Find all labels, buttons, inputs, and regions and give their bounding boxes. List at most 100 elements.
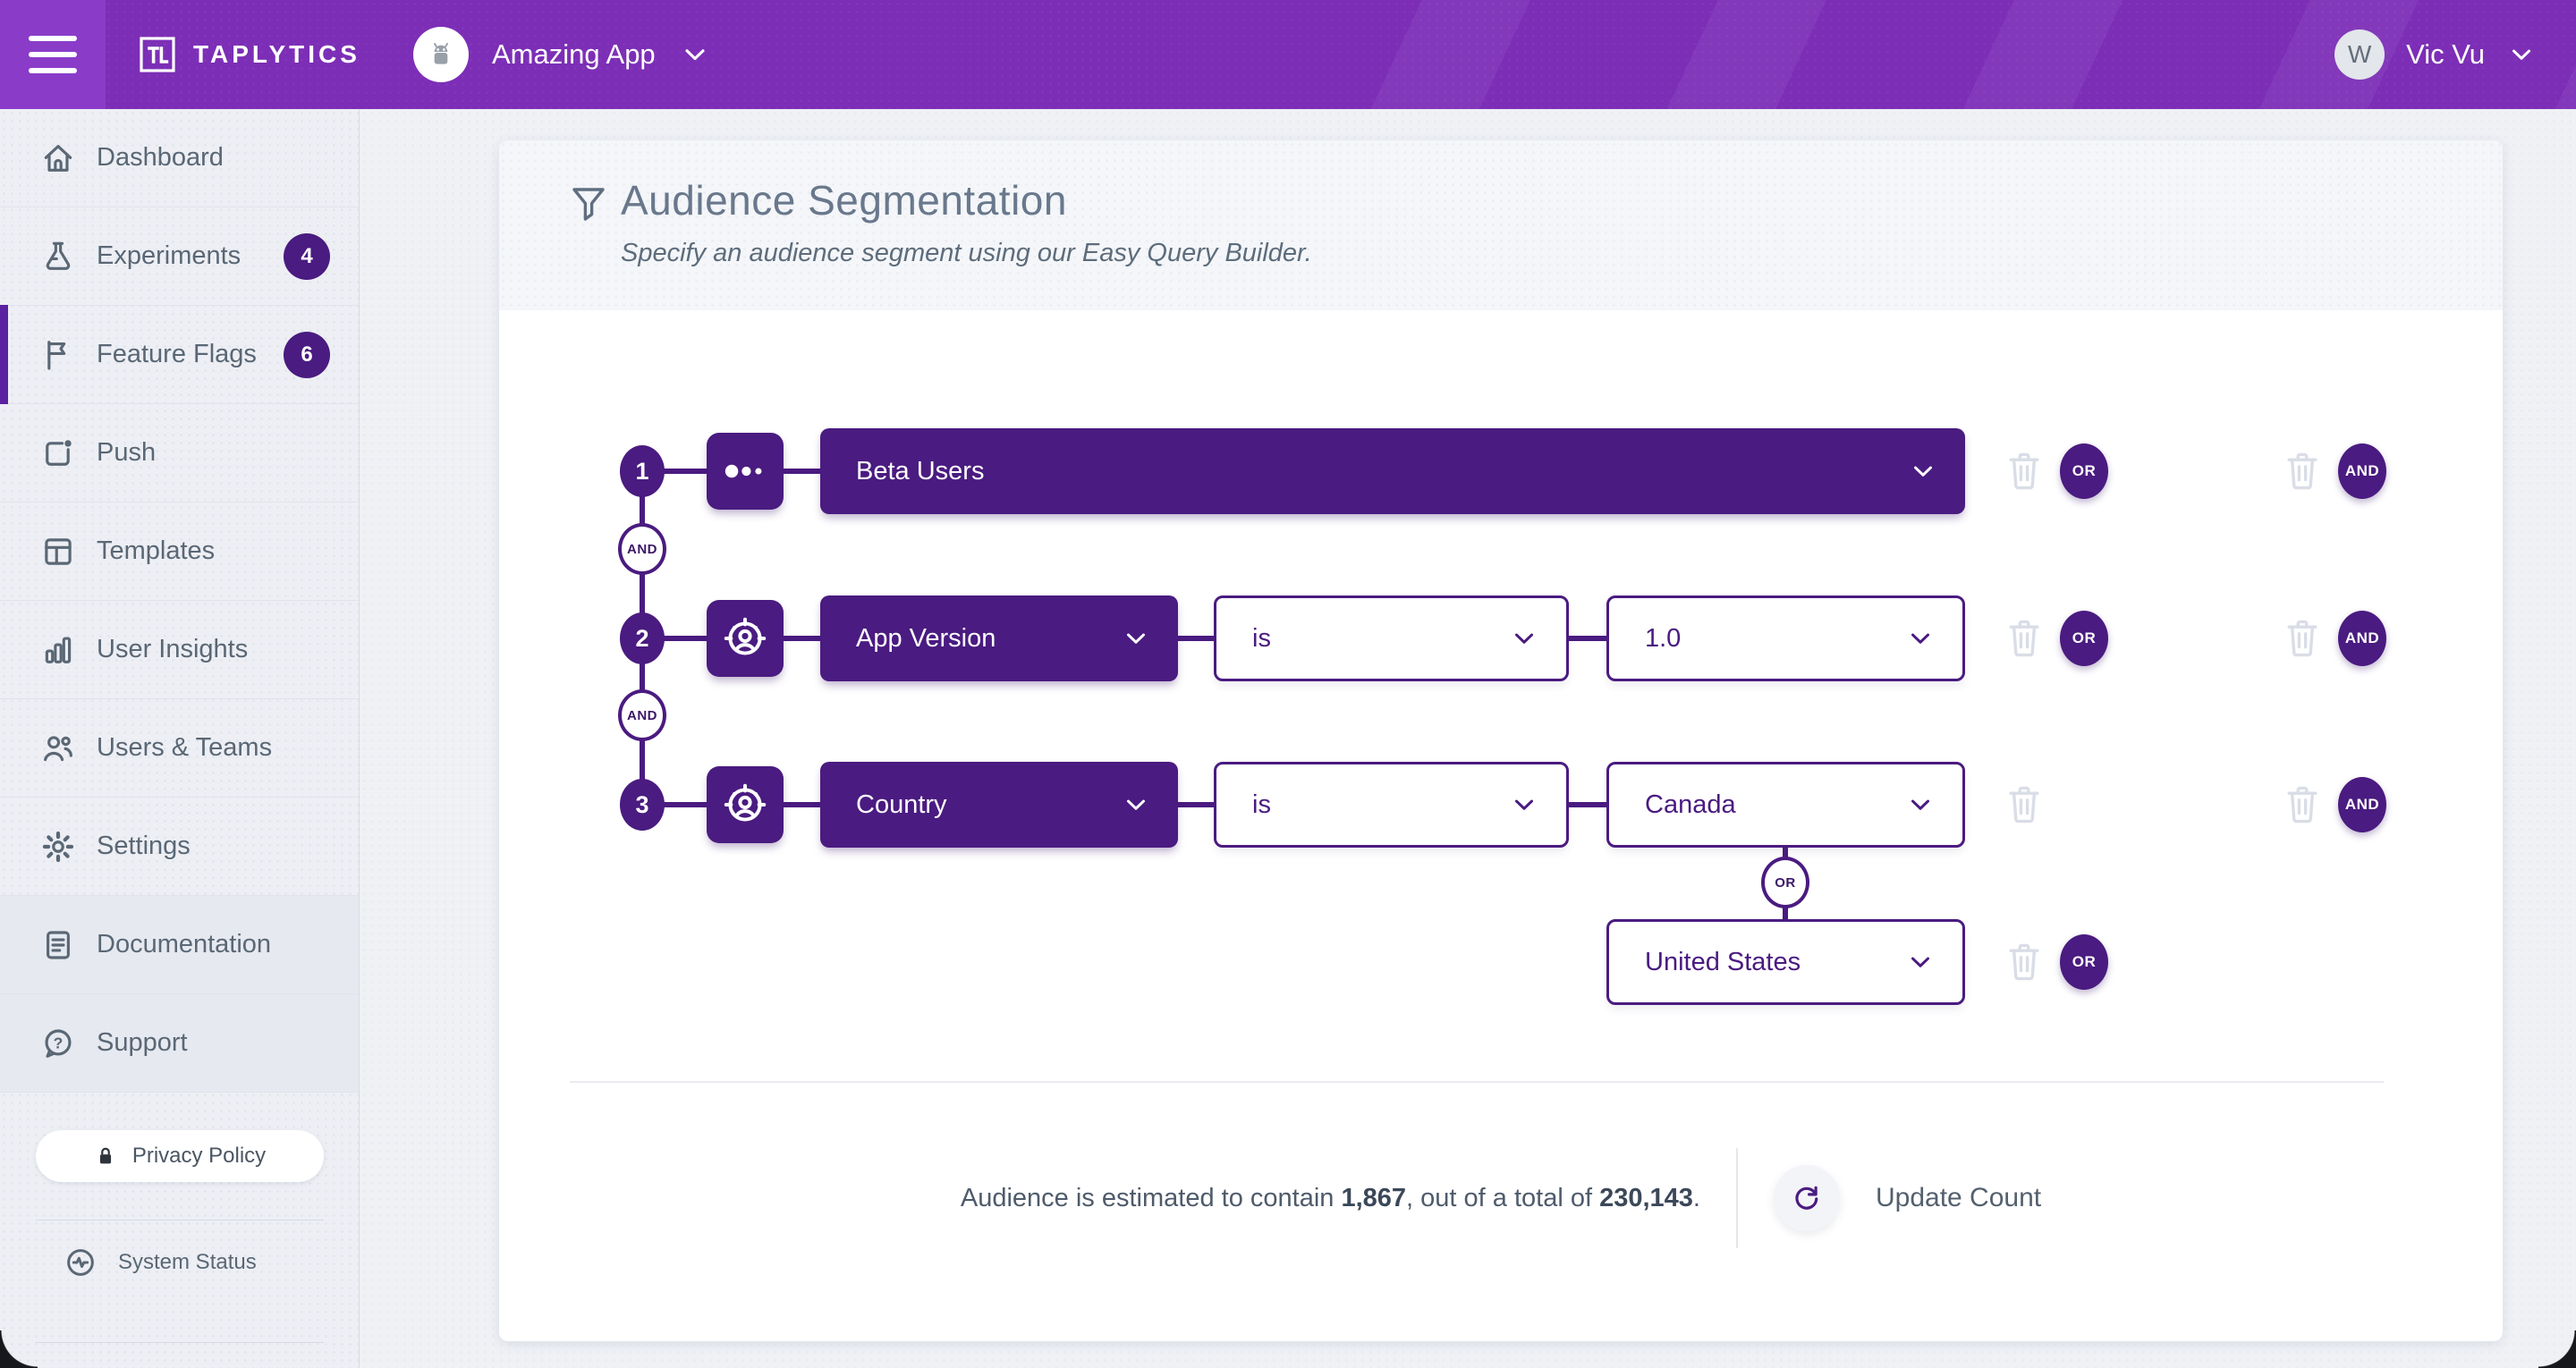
user-name: Vic Vu bbox=[2406, 38, 2485, 70]
feature-flags-count-badge: 6 bbox=[284, 331, 330, 378]
delete-or-row-button[interactable] bbox=[2003, 612, 2046, 665]
and-badge[interactable]: AND bbox=[2338, 611, 2386, 666]
sidebar-item-label: Experiments bbox=[97, 241, 242, 270]
row-number: 3 bbox=[620, 779, 665, 831]
logo-text: TAPLYTICS bbox=[193, 40, 360, 68]
connector-line bbox=[782, 636, 820, 641]
experiments-count-badge: 4 bbox=[284, 232, 330, 280]
target-user-icon bbox=[724, 783, 767, 822]
audience-segmentation-card: Audience Segmentation Specify an audienc… bbox=[499, 140, 2503, 1341]
connector-line bbox=[1178, 636, 1214, 641]
sidebar-item-label: Support bbox=[97, 1028, 188, 1057]
section-divider bbox=[570, 1081, 2384, 1083]
property-dropdown[interactable]: Country bbox=[820, 762, 1178, 848]
gear-icon bbox=[39, 828, 77, 866]
audience-total: 230,143 bbox=[1599, 1183, 1693, 1212]
and-badge[interactable]: AND bbox=[2338, 777, 2386, 832]
value-dropdown[interactable]: United States bbox=[1606, 919, 1965, 1005]
sidebar-item-label: Documentation bbox=[97, 930, 272, 958]
terms-link[interactable]: Terms & Conditions bbox=[0, 1343, 359, 1368]
operator-dropdown[interactable]: is bbox=[1214, 595, 1569, 681]
sidebar-item-support[interactable]: ? Support bbox=[0, 994, 359, 1093]
chevron-down-icon bbox=[1515, 799, 1533, 810]
or-connector[interactable]: OR bbox=[1761, 857, 1809, 908]
vertical-divider bbox=[1735, 1148, 1738, 1248]
sidebar-item-label: Dashboard bbox=[97, 143, 224, 172]
sidebar-divider bbox=[35, 1342, 324, 1343]
system-status-icon bbox=[67, 1249, 94, 1276]
chevron-down-icon bbox=[2512, 49, 2530, 60]
page-title: Audience Segmentation bbox=[621, 177, 1067, 224]
operator-dropdown[interactable]: is bbox=[1214, 762, 1569, 848]
trash-icon bbox=[2287, 786, 2318, 823]
and-badge[interactable]: AND bbox=[2338, 443, 2386, 499]
taplytics-logo[interactable]: TAPLYTICS bbox=[136, 0, 360, 109]
sidebar: Dashboard Experiments 4 Feature Flags 6 bbox=[0, 109, 360, 1368]
user-property-icon bbox=[707, 766, 784, 843]
and-connector[interactable]: AND bbox=[618, 689, 666, 741]
update-count-label[interactable]: Update Count bbox=[1875, 1183, 2042, 1212]
templates-icon bbox=[39, 533, 77, 570]
target-user-icon bbox=[724, 617, 767, 655]
and-connector[interactable]: AND bbox=[618, 523, 666, 575]
chevron-down-icon bbox=[1127, 633, 1145, 644]
sidebar-item-dashboard[interactable]: Dashboard bbox=[0, 109, 359, 207]
taplytics-logo-icon bbox=[140, 37, 175, 72]
home-icon bbox=[39, 139, 77, 177]
hamburger-menu-button[interactable] bbox=[0, 0, 106, 109]
row-number: 1 bbox=[620, 445, 665, 497]
delete-and-row-button[interactable] bbox=[2281, 444, 2324, 498]
refresh-icon bbox=[1795, 1186, 1818, 1210]
sidebar-item-templates[interactable]: Templates bbox=[0, 502, 359, 601]
delete-and-row-button[interactable] bbox=[2281, 612, 2324, 665]
update-count-button[interactable] bbox=[1773, 1165, 1840, 1231]
or-badge[interactable]: OR bbox=[2060, 443, 2108, 499]
value-dropdown[interactable]: Canada bbox=[1606, 762, 1965, 848]
sidebar-item-user-insights[interactable]: User Insights bbox=[0, 601, 359, 699]
sidebar-item-users-teams[interactable]: Users & Teams bbox=[0, 699, 359, 798]
sidebar-item-feature-flags[interactable]: Feature Flags 6 bbox=[0, 305, 359, 404]
sidebar-item-label: Feature Flags bbox=[97, 340, 257, 368]
connector-line bbox=[1569, 802, 1606, 807]
help-bubble-icon: ? bbox=[39, 1025, 77, 1062]
delete-and-row-button[interactable] bbox=[2281, 778, 2324, 832]
user-menu[interactable]: W Vic Vu bbox=[2334, 0, 2537, 109]
sidebar-item-experiments[interactable]: Experiments 4 bbox=[0, 207, 359, 306]
segment-dropdown[interactable]: Beta Users bbox=[820, 428, 1965, 514]
connector-line bbox=[782, 802, 820, 807]
property-dropdown[interactable]: App Version bbox=[820, 595, 1178, 681]
chevron-down-icon bbox=[1911, 633, 1929, 644]
query-builder: 1 Beta Users bbox=[499, 140, 2503, 1341]
sidebar-item-label: User Insights bbox=[97, 635, 249, 663]
row-number: 2 bbox=[620, 612, 665, 664]
audience-summary: Audience is estimated to contain 1,867, … bbox=[960, 1183, 1700, 1212]
delete-or-row-button[interactable] bbox=[2003, 444, 2046, 498]
bar-chart-icon bbox=[39, 631, 77, 669]
sidebar-item-settings[interactable]: Settings bbox=[0, 798, 359, 896]
flag-icon bbox=[39, 336, 77, 374]
value-dropdown[interactable]: 1.0 bbox=[1606, 595, 1965, 681]
topbar: TAPLYTICS Amazing App W Vic Vu bbox=[0, 0, 2576, 109]
chevron-down-icon bbox=[1911, 799, 1929, 810]
sidebar-item-push[interactable]: Push bbox=[0, 404, 359, 502]
or-badge[interactable]: OR bbox=[2060, 934, 2108, 990]
trash-icon bbox=[2287, 620, 2318, 657]
sidebar-item-documentation[interactable]: Documentation bbox=[0, 896, 359, 994]
filter-funnel-icon bbox=[567, 182, 610, 228]
chevron-down-icon bbox=[1914, 466, 1932, 477]
or-badge[interactable]: OR bbox=[2060, 611, 2108, 666]
flask-icon bbox=[39, 238, 77, 275]
chevron-down-icon bbox=[685, 49, 705, 61]
delete-or-row-button[interactable] bbox=[2003, 935, 2046, 989]
privacy-policy-button[interactable]: Privacy Policy bbox=[35, 1130, 324, 1182]
connector-line bbox=[662, 802, 707, 807]
app-name: Amazing App bbox=[492, 38, 656, 70]
system-status-link[interactable]: System Status bbox=[0, 1220, 359, 1305]
app-selector[interactable]: Amazing App bbox=[413, 0, 711, 109]
dots-icon bbox=[724, 464, 762, 478]
document-icon bbox=[39, 926, 77, 964]
connector-line bbox=[662, 636, 707, 641]
delete-or-row-button[interactable] bbox=[2003, 778, 2046, 832]
android-app-icon bbox=[413, 27, 469, 82]
